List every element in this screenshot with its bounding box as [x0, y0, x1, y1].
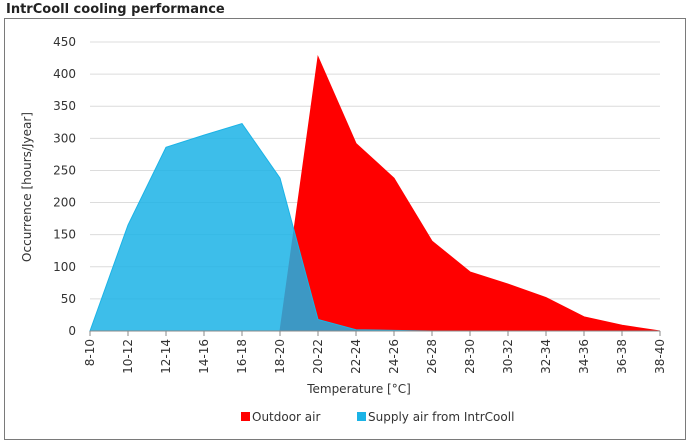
y-tick-label: 150: [53, 228, 76, 242]
axes: 0 50 100 150 200 250 300 350 400 450 8-10 10-12 12-1…: [53, 35, 667, 374]
x-tick-label: 22-24: [349, 339, 363, 374]
x-tick-label: 24-26: [387, 339, 401, 374]
y-tick-label: 350: [53, 99, 76, 113]
x-tick-label: 38-40: [653, 339, 667, 374]
y-tick-label: 200: [53, 196, 76, 210]
y-tick-label: 100: [53, 260, 76, 274]
y-tick-label: 450: [53, 35, 76, 49]
x-tick-label: 14-16: [197, 339, 211, 374]
legend-label: Outdoor air: [252, 410, 320, 424]
x-tick-label: 20-22: [311, 339, 325, 374]
y-tick-label: 400: [53, 67, 76, 81]
x-tick-label: 28-30: [463, 339, 477, 374]
x-tick-label: 30-32: [501, 339, 515, 374]
legend-swatch: [241, 412, 250, 421]
y-tick-label: 250: [53, 163, 76, 177]
x-tick-label: 26-28: [425, 339, 439, 374]
x-tick-label: 12-14: [159, 339, 173, 374]
y-tick-label: 0: [68, 324, 76, 338]
x-tick-label: 36-38: [615, 339, 629, 374]
series-areas: [89, 54, 661, 332]
x-tick-label: 34-36: [577, 339, 591, 374]
x-tick-label: 32-34: [539, 339, 553, 374]
y-tick-label: 300: [53, 131, 76, 145]
x-tick-label: 18-20: [273, 339, 287, 374]
x-tick-label: 8-10: [83, 339, 97, 366]
chart-frame: [4, 18, 686, 440]
x-tick-label: 10-12: [121, 339, 135, 374]
legend[interactable]: Outdoor air Supply air from IntrCooll: [241, 410, 514, 424]
chart-title: IntrCooll cooling performance: [6, 2, 225, 17]
x-axis-title: Temperature [°C]: [306, 382, 411, 396]
x-tick-label: 16-18: [235, 339, 249, 374]
legend-swatch: [357, 412, 366, 421]
y-axis-title: Occurrence [hours/Jyear]: [20, 112, 34, 262]
y-tick-label: 50: [61, 292, 76, 306]
legend-label: Supply air from IntrCooll: [368, 410, 514, 424]
